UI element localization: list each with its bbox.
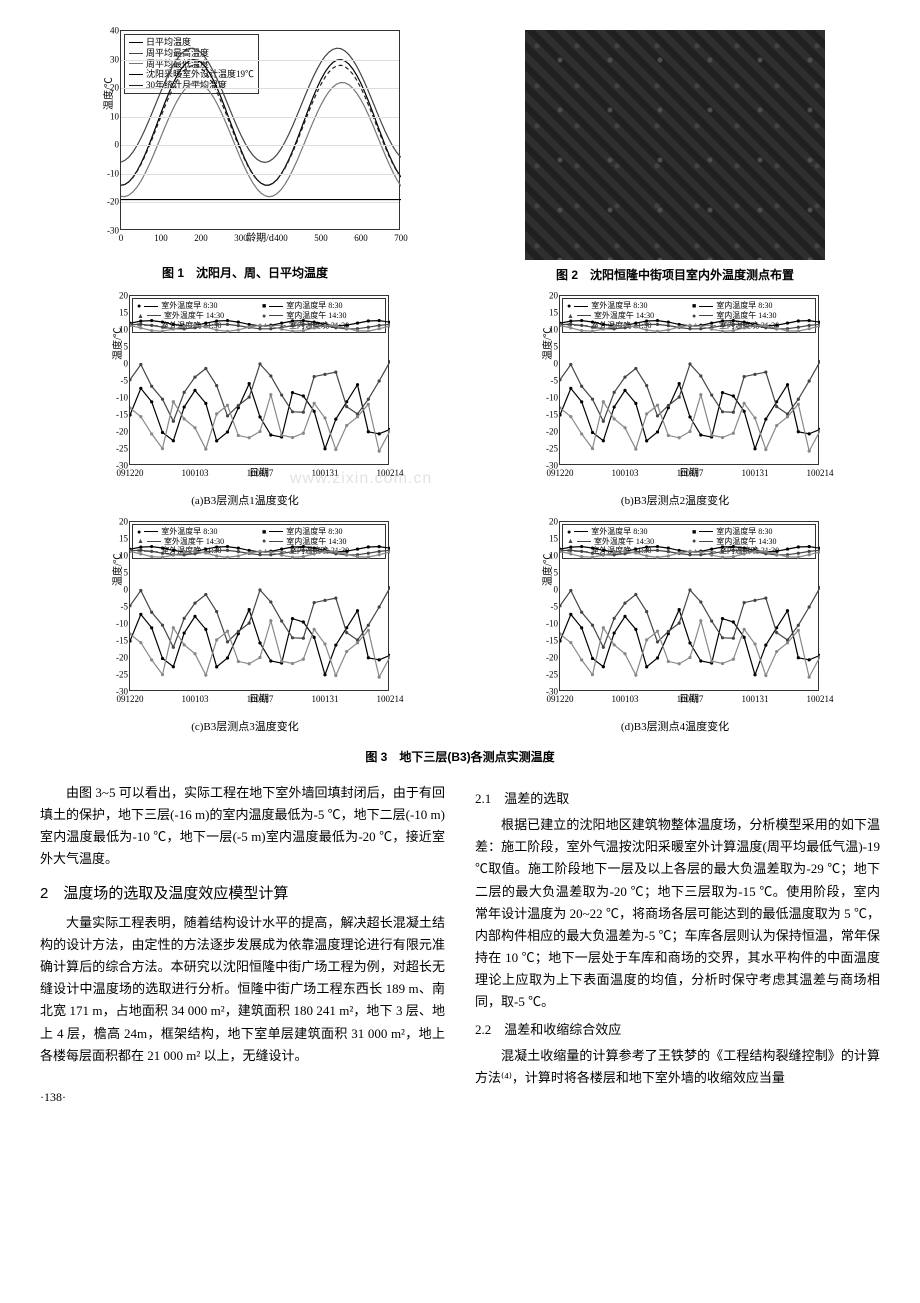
subfig-c-chart: 温度/℃ 日期 -30-25-20-15-10-5051015200912201…	[129, 521, 389, 691]
left-col: 由图 3~5 可以看出，实际工程在地下室外墙回填封闭后，由于有回填土的保护，地下…	[40, 782, 445, 1107]
figure-2: 图 2 沈阳恒隆中街项目室内外温度测点布置	[470, 30, 880, 285]
subfig-d: 温度/℃ 日期 -30-25-20-15-10-5051015200912201…	[470, 521, 880, 737]
subsection-2-1: 2.1 温差的选取	[475, 788, 880, 810]
subfig-b: 温度/℃ 日期 -30-25-20-15-10-5051015200912201…	[470, 295, 880, 511]
fig1-xlabel: 龄期/d	[246, 230, 274, 247]
para-4: 混凝土收缩量的计算参考了王铁梦的《工程结构裂缝控制》的计算方法⁽⁴⁾，计算时将各…	[475, 1045, 880, 1089]
fig1-chart: 温度/℃ 龄期/d 日平均温度周平均最高温度周平均最低温度沈阳采暖室外设计温度1…	[120, 30, 400, 230]
subfig-b-caption: (b)B3层测点2温度变化	[621, 492, 729, 511]
fig2-caption: 图 2 沈阳恒隆中街项目室内外温度测点布置	[556, 265, 794, 285]
subfig-c-caption: (c)B3层测点3温度变化	[191, 718, 299, 737]
para-3: 根据已建立的沈阳地区建筑物整体温度场，分析模型采用的如下温差：施工阶段，室外气温…	[475, 814, 880, 1013]
top-figure-row: 温度/℃ 龄期/d 日平均温度周平均最高温度周平均最低温度沈阳采暖室外设计温度1…	[40, 30, 880, 285]
page-number: ·138·	[40, 1087, 445, 1107]
fig1-caption: 图 1 沈阳月、周、日平均温度	[162, 263, 328, 283]
subsection-2-2: 2.2 温差和收缩综合效应	[475, 1019, 880, 1041]
subfig-a-chart: 温度/℃ 日期 -30-25-20-15-10-5051015200912201…	[129, 295, 389, 465]
section-2-heading: 2 温度场的选取及温度效应模型计算	[40, 881, 445, 907]
fig3-caption: 图 3 地下三层(B3)各测点实测温度	[40, 747, 880, 767]
para-2: 大量实际工程表明，随着结构设计水平的提高，解决超长混凝土结构的设计方法，由定性的…	[40, 912, 445, 1067]
subfig-a: 温度/℃ 日期 -30-25-20-15-10-5051015200912201…	[40, 295, 450, 511]
para-1: 由图 3~5 可以看出，实际工程在地下室外墙回填封闭后，由于有回填土的保护，地下…	[40, 782, 445, 870]
right-col: 2.1 温差的选取 根据已建立的沈阳地区建筑物整体温度场，分析模型采用的如下温差…	[475, 782, 880, 1107]
subfig-b-chart: 温度/℃ 日期 -30-25-20-15-10-5051015200912201…	[559, 295, 819, 465]
subfig-a-caption: (a)B3层测点1温度变化	[191, 492, 299, 511]
subfig-d-chart: 温度/℃ 日期 -30-25-20-15-10-5051015200912201…	[559, 521, 819, 691]
subfig-d-caption: (d)B3层测点4温度变化	[621, 718, 729, 737]
fig2-photo	[525, 30, 825, 260]
figure-1: 温度/℃ 龄期/d 日平均温度周平均最高温度周平均最低温度沈阳采暖室外设计温度1…	[40, 30, 450, 285]
subfig-c: 温度/℃ 日期 -30-25-20-15-10-5051015200912201…	[40, 521, 450, 737]
figure-3-grid: 温度/℃ 日期 -30-25-20-15-10-5051015200912201…	[40, 295, 880, 767]
body-text: 由图 3~5 可以看出，实际工程在地下室外墙回填封闭后，由于有回填土的保护，地下…	[40, 782, 880, 1107]
